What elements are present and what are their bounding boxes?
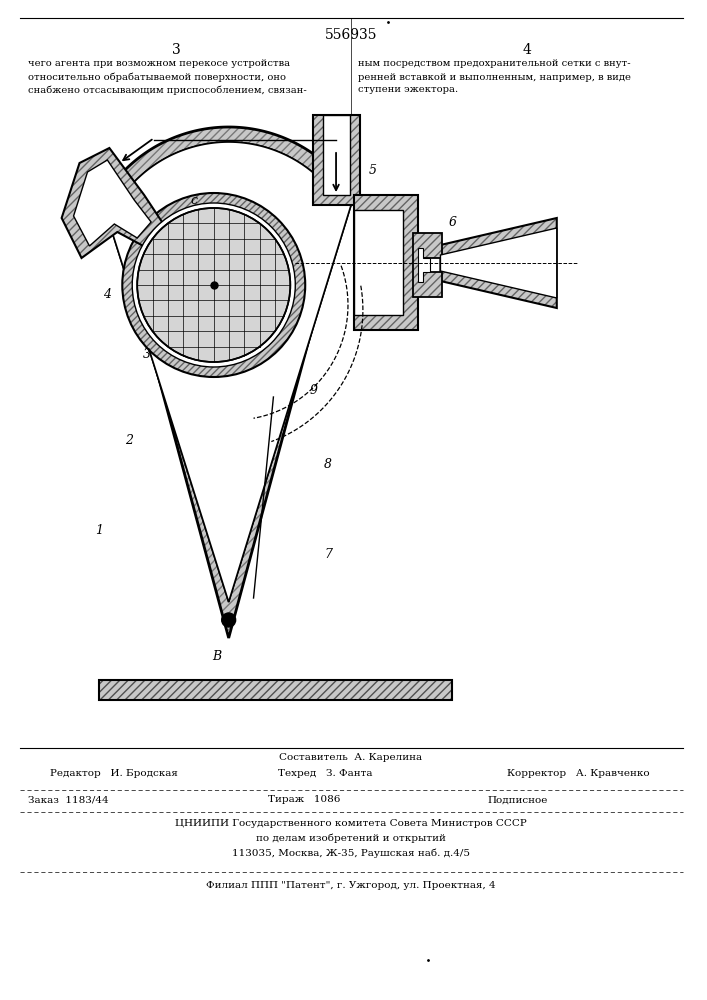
- Text: B: B: [212, 650, 221, 662]
- Polygon shape: [74, 160, 151, 246]
- Polygon shape: [354, 195, 418, 330]
- Polygon shape: [413, 233, 443, 297]
- Text: 556935: 556935: [325, 28, 378, 42]
- Circle shape: [132, 203, 296, 367]
- Polygon shape: [103, 142, 354, 602]
- Text: по делам изобретений и открытий: по делам изобретений и открытий: [256, 833, 446, 843]
- Text: Заказ  1183/44: Заказ 1183/44: [28, 796, 108, 804]
- Bar: [313, 115, 360, 205]
- Text: Редактор   И. Бродская: Редактор И. Бродская: [49, 770, 177, 778]
- Polygon shape: [62, 148, 164, 258]
- Text: ным посредством предохранительной сетки с внут-: ным посредством предохранительной сетки …: [358, 60, 631, 68]
- Text: чего агента при возможном перекосе устройства: чего агента при возможном перекосе устро…: [28, 60, 290, 68]
- Text: 8: 8: [324, 458, 332, 472]
- Circle shape: [137, 208, 291, 362]
- Text: 1: 1: [95, 524, 103, 536]
- Text: 6: 6: [448, 216, 457, 229]
- Text: Филиал ППП "Патент", г. Ужгород, ул. Проектная, 4: Филиал ППП "Патент", г. Ужгород, ул. Про…: [206, 880, 496, 890]
- Text: Подписное: Подписное: [487, 796, 547, 804]
- Bar: [323, 115, 350, 195]
- Text: Тираж   1086: Тираж 1086: [269, 796, 341, 804]
- Text: 3: 3: [143, 349, 151, 361]
- Polygon shape: [440, 228, 557, 298]
- Text: 5: 5: [369, 163, 377, 176]
- Text: Корректор   А. Кравченко: Корректор А. Кравченко: [507, 770, 650, 778]
- Polygon shape: [103, 142, 354, 602]
- Bar: [313, 115, 360, 205]
- Text: Составитель  А. Карелина: Составитель А. Карелина: [279, 754, 423, 762]
- Text: c: c: [190, 194, 197, 207]
- Polygon shape: [354, 210, 403, 315]
- Bar: [100, 680, 452, 700]
- Bar: [100, 680, 452, 700]
- Circle shape: [122, 193, 305, 377]
- Text: 113035, Москва, Ж-35, Раушская наб. д.4/5: 113035, Москва, Ж-35, Раушская наб. д.4/…: [232, 848, 470, 858]
- Polygon shape: [108, 127, 349, 638]
- Text: ЦНИИПИ Государственного комитета Совета Министров СССР: ЦНИИПИ Государственного комитета Совета …: [175, 818, 527, 828]
- Text: относительно обрабатываемой поверхности, оно: относительно обрабатываемой поверхности,…: [28, 72, 286, 82]
- Text: ступени эжектора.: ступени эжектора.: [358, 86, 458, 95]
- Circle shape: [222, 613, 235, 627]
- Text: 4: 4: [522, 43, 532, 57]
- Polygon shape: [440, 218, 557, 308]
- Text: 9: 9: [309, 383, 317, 396]
- Text: ренней вставкой и выполненным, например, в виде: ренней вставкой и выполненным, например,…: [358, 73, 631, 82]
- Text: Техред   З. Фанта: Техред З. Фанта: [279, 770, 373, 778]
- Text: 4: 4: [103, 288, 112, 302]
- Text: 3: 3: [172, 43, 180, 57]
- Text: 2: 2: [125, 434, 133, 446]
- Text: снабжено отсасывающим приспособлением, связан-: снабжено отсасывающим приспособлением, с…: [28, 85, 307, 95]
- Text: 7: 7: [324, 548, 332, 562]
- Polygon shape: [418, 248, 430, 282]
